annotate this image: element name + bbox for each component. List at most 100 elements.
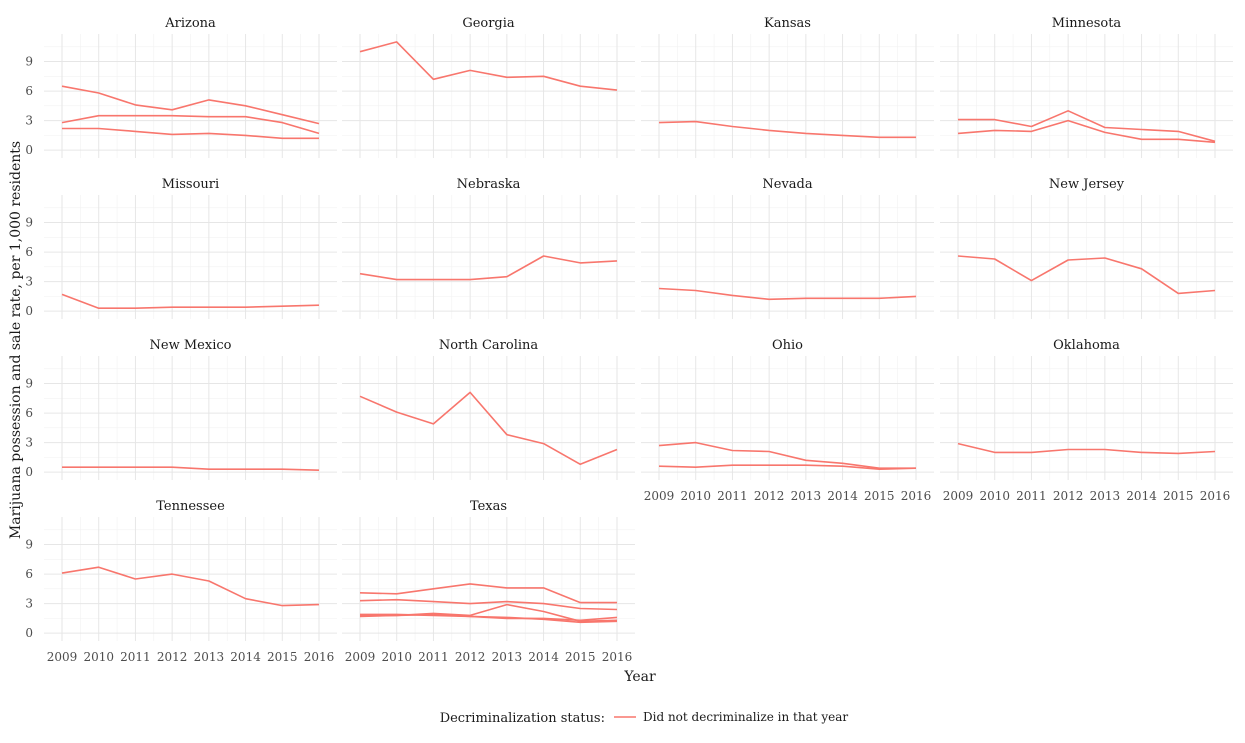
series-line (62, 466, 320, 471)
series-line (360, 613, 618, 624)
x-tick-label: 2012 (754, 489, 785, 503)
panel-title: Oklahoma (1053, 338, 1120, 353)
y-tick-label: 9 (25, 377, 33, 391)
panel-title: Kansas (764, 16, 811, 31)
panel-arizona: Arizona 0 3 6 9 (25, 16, 337, 158)
series-line (359, 391, 618, 466)
y-tick-label: 0 (25, 465, 33, 479)
y-tick-label: 3 (25, 597, 33, 611)
panel-new-jersey: New Jersey (940, 177, 1233, 319)
series-line (62, 127, 319, 140)
panel-new-mexico: New Mexico 0 3 6 9 (25, 338, 337, 480)
y-tick-label: 0 (25, 304, 33, 318)
series-line (359, 583, 617, 604)
series-line (359, 598, 618, 611)
panel-missouri: Missouri 0 3 6 9 (25, 177, 337, 319)
y-tick-label: 9 (25, 538, 33, 552)
panel-title: New Mexico (150, 338, 232, 353)
panel-title: Georgia (462, 16, 515, 31)
series-line (958, 110, 1216, 143)
x-tick-label: 2016 (602, 650, 633, 664)
panel-title: New Jersey (1049, 177, 1125, 192)
y-tick-label: 0 (25, 626, 33, 640)
series-line (658, 441, 916, 470)
panel-title: Ohio (772, 338, 803, 353)
x-tick-label: 2016 (901, 489, 932, 503)
x-tick-label: 2016 (1200, 489, 1231, 503)
x-tick-label: 2011 (120, 650, 151, 664)
panel-ohio: Ohio 2009 2010 2011 2012 2013 2014 2015 2016 (641, 338, 934, 503)
series-line (957, 442, 1216, 455)
panel-title: Tennessee (156, 499, 225, 514)
panel-texas: Texas 2009 2010 2011 2012 2013 2014 2015 2016 (342, 499, 635, 664)
legend-title: Decriminalization status: (440, 711, 605, 726)
series-line (359, 41, 618, 91)
x-tick-label: 2010 (680, 489, 711, 503)
x-tick-label: 2014 (528, 650, 559, 664)
x-tick-label: 2015 (267, 650, 298, 664)
series-line (61, 566, 320, 607)
x-tick-label: 2012 (1053, 489, 1084, 503)
legend-entry-label: Did not decriminalize in that year (643, 710, 848, 724)
y-axis-title: Marijuana possession and sale rate, per … (8, 141, 24, 539)
x-tick-label: 2009 (943, 489, 974, 503)
x-tick-label: 2014 (827, 489, 858, 503)
y-tick-label: 6 (25, 84, 33, 98)
panel-georgia: Georgia (342, 16, 635, 158)
x-tick-label: 2010 (381, 650, 412, 664)
series-line (658, 120, 916, 139)
x-tick-label: 2011 (717, 489, 748, 503)
panel-title: North Carolina (439, 338, 539, 353)
x-tick-label: 2012 (157, 650, 188, 664)
y-tick-label: 9 (25, 55, 33, 69)
panel-nebraska: Nebraska (342, 177, 635, 319)
y-tick-label: 6 (25, 245, 33, 259)
x-tick-label: 2013 (492, 650, 523, 664)
panel-north-carolina: North Carolina (342, 338, 635, 480)
y-tick-label: 3 (25, 436, 33, 450)
x-tick-label: 2012 (455, 650, 486, 664)
panel-title: Minnesota (1052, 16, 1122, 31)
panel-title: Nevada (762, 177, 812, 192)
y-tick-label: 9 (25, 216, 33, 230)
x-tick-label: 2010 (979, 489, 1010, 503)
series-line (61, 85, 320, 125)
x-tick-label: 2015 (565, 650, 596, 664)
panel-kansas: Kansas (641, 16, 934, 158)
y-tick-label: 6 (25, 567, 33, 581)
x-tick-label: 2011 (418, 650, 449, 664)
panel-title: Nebraska (457, 177, 521, 192)
x-tick-label: 2013 (194, 650, 225, 664)
panel-oklahoma: Oklahoma 2009 2010 2011 2012 2013 2014 2015 2016 (940, 338, 1233, 503)
x-tick-label: 2015 (1163, 489, 1194, 503)
series-line (658, 464, 917, 471)
legend: Decriminalization status: Did not decrim… (440, 710, 849, 726)
series-line (61, 293, 320, 310)
panel-title: Missouri (162, 177, 219, 192)
y-tick-label: 3 (25, 275, 33, 289)
x-tick-label: 2009 (47, 650, 78, 664)
x-tick-label: 2015 (864, 489, 895, 503)
x-tick-label: 2013 (791, 489, 822, 503)
x-tick-label: 2013 (1090, 489, 1121, 503)
y-tick-label: 3 (25, 114, 33, 128)
x-tick-label: 2009 (345, 650, 376, 664)
panel-title: Arizona (164, 16, 216, 31)
x-tick-label: 2014 (1126, 489, 1157, 503)
panel-title: Texas (470, 499, 507, 514)
panel-minnesota: Minnesota (940, 16, 1233, 158)
series-line (658, 287, 917, 301)
series-line (61, 114, 320, 135)
x-tick-label: 2016 (304, 650, 335, 664)
x-axis-title: Year (623, 669, 656, 685)
panel-tennessee: Tennessee 0 3 6 9 2009 2010 2011 2012 2013 2014 201… (25, 499, 337, 664)
x-tick-label: 2009 (644, 489, 675, 503)
panel-nevada: Nevada (641, 177, 934, 319)
y-tick-label: 0 (25, 143, 33, 157)
x-tick-label: 2010 (83, 650, 114, 664)
series-line (957, 255, 1216, 295)
x-tick-label: 2014 (230, 650, 261, 664)
series-line (957, 119, 1216, 144)
y-tick-label: 6 (25, 406, 33, 420)
